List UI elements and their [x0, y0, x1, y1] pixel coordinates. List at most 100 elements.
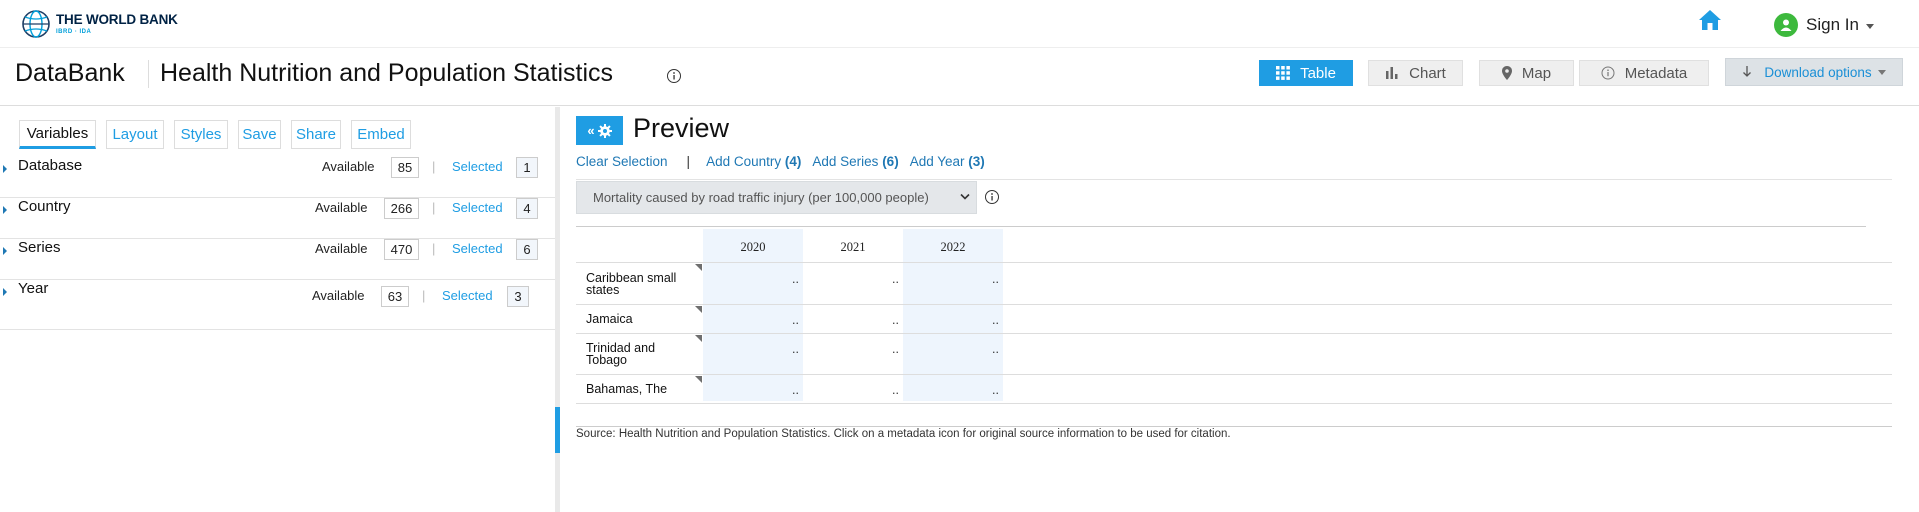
variable-name[interactable]: Country [18, 198, 71, 215]
metadata-corner-icon[interactable] [695, 335, 702, 342]
variable-name[interactable]: Database [18, 157, 83, 174]
variable-row-country[interactable]: Country Available 266 | Selected 4 [0, 198, 555, 239]
data-cell: .. [992, 313, 999, 327]
metadata-view-label: Metadata [1624, 64, 1688, 82]
tab-save[interactable]: Save [238, 120, 281, 149]
expand-caret-icon[interactable] [3, 165, 7, 173]
globe-logo-icon [22, 10, 50, 38]
selected-count: 1 [516, 157, 538, 178]
panel-splitter[interactable] [555, 107, 560, 512]
country-label: Jamaica [586, 312, 633, 326]
expand-caret-icon[interactable] [3, 247, 7, 255]
tab-variables[interactable]: Variables [19, 120, 96, 149]
metadata-corner-icon[interactable] [695, 376, 702, 383]
user-icon [1774, 13, 1798, 37]
pipe-separator: | [432, 241, 436, 256]
logo-name: THE WORLD BANK [56, 12, 178, 28]
selected-link[interactable]: Selected [452, 159, 503, 174]
data-cell: .. [892, 342, 899, 356]
tab-share[interactable]: Share [291, 120, 341, 149]
title-bar: DataBank Health Nutrition and Population… [0, 49, 1919, 106]
country-label: Caribbean small states [586, 271, 677, 297]
metadata-view-button[interactable]: Metadata [1579, 60, 1709, 86]
selected-link[interactable]: Selected [442, 288, 493, 303]
available-label: Available [312, 288, 365, 303]
download-options-label: Download options [1764, 64, 1872, 80]
tab-embed[interactable]: Embed [351, 120, 411, 149]
variable-name[interactable]: Year [18, 280, 49, 297]
available-label: Available [322, 159, 375, 174]
info-icon[interactable] [984, 189, 1000, 205]
home-icon[interactable] [1697, 8, 1723, 32]
variables-panel: Variables Layout Styles Save Share Embed… [0, 107, 555, 512]
country-label: Trinidad and Tobago [586, 341, 656, 367]
world-bank-logo[interactable]: THE WORLD BANK IBRD · IDA [20, 8, 178, 40]
info-icon[interactable] [666, 68, 682, 84]
chart-view-button[interactable]: Chart [1368, 60, 1463, 86]
row-divider [576, 262, 1892, 263]
pipe-separator: | [422, 288, 426, 303]
expand-caret-icon[interactable] [3, 206, 7, 214]
selected-link[interactable]: Selected [452, 241, 503, 256]
year-header[interactable]: 2021 [840, 240, 866, 254]
add-year-link[interactable]: Add Year (3) [910, 154, 985, 169]
data-cell: .. [992, 342, 999, 356]
add-year-label: Add Year [909, 154, 965, 169]
chart-view-label: Chart [1409, 64, 1446, 82]
data-cell: .. [892, 272, 899, 286]
divider [576, 179, 1892, 180]
year-header[interactable]: 2022 [940, 240, 966, 254]
variable-row-year[interactable]: Year Available 63 | Selected 3 [0, 280, 555, 330]
available-label: Available [315, 241, 368, 256]
metadata-corner-icon[interactable] [695, 264, 702, 271]
sign-in-label: Sign In [1806, 15, 1859, 34]
map-view-label: Map [1521, 64, 1552, 82]
app-name: DataBank [15, 59, 125, 87]
data-cell: .. [892, 383, 899, 397]
page-title: Health Nutrition and Population Statisti… [160, 59, 614, 87]
available-count: 266 [384, 198, 419, 219]
expand-caret-icon[interactable] [3, 288, 7, 296]
data-cell: .. [792, 383, 799, 397]
variable-name[interactable]: Series [18, 239, 61, 256]
year-column-2022 [903, 229, 1003, 401]
variable-row-database[interactable]: Database Available 85 | Selected 1 [0, 157, 555, 198]
series-dropdown[interactable]: Mortality caused by road traffic injury … [576, 181, 977, 214]
data-cell: .. [992, 272, 999, 286]
tab-styles[interactable]: Styles [174, 120, 228, 149]
gear-icon [597, 123, 612, 138]
add-country-count: (4) [784, 154, 802, 169]
row-divider [576, 304, 1892, 305]
collapse-panel-button[interactable]: « [576, 116, 623, 145]
source-divider [576, 426, 1892, 427]
data-cell: .. [792, 313, 799, 327]
selected-link[interactable]: Selected [452, 200, 503, 215]
sign-in-button[interactable]: Sign In [1774, 13, 1874, 37]
row-divider [576, 403, 1892, 404]
splitter-handle[interactable] [555, 407, 560, 453]
series-dropdown-value: Mortality caused by road traffic injury … [593, 190, 929, 205]
clear-selection-link[interactable]: Clear Selection [576, 154, 668, 169]
grid-icon [1276, 66, 1290, 80]
metadata-corner-icon[interactable] [695, 306, 702, 313]
year-header[interactable]: 2020 [740, 240, 766, 254]
tab-layout[interactable]: Layout [106, 120, 164, 149]
available-count: 85 [391, 157, 419, 178]
variable-row-series[interactable]: Series Available 470 | Selected 6 [0, 239, 555, 280]
add-country-link[interactable]: Add Country (4) [706, 154, 801, 169]
chevron-down-icon [1877, 69, 1886, 75]
table-view-button[interactable]: Table [1259, 60, 1353, 86]
add-series-link[interactable]: Add Series (6) [812, 154, 898, 169]
map-view-button[interactable]: Map [1479, 60, 1574, 86]
logo-subtitle: IBRD · IDA [56, 28, 92, 35]
selected-count: 4 [516, 198, 538, 219]
download-options-button[interactable]: Download options [1725, 58, 1903, 86]
double-chevron-left-icon: « [587, 123, 595, 138]
info-icon [1601, 66, 1615, 80]
add-year-count: (3) [968, 154, 985, 169]
available-count: 63 [381, 286, 409, 307]
available-label: Available [315, 200, 368, 215]
map-pin-icon [1501, 66, 1512, 80]
country-label: Bahamas, The [586, 382, 668, 396]
bar-chart-icon [1386, 67, 1398, 79]
